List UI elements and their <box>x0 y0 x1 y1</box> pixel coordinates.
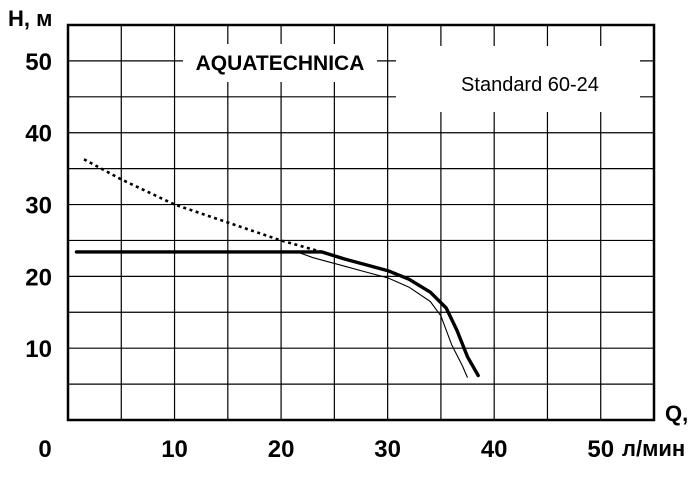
tick-labels: 10 20 30 40 50 0 10 20 30 40 50 <box>25 49 614 463</box>
x-axis-unit: л/мин <box>622 436 685 461</box>
x-axis-label: Q, <box>665 401 688 426</box>
x-tick-label: 0 <box>38 436 51 463</box>
grid <box>68 25 654 420</box>
y-tick-label: 50 <box>25 49 52 76</box>
x-tick-label: 50 <box>587 436 614 463</box>
title-box <box>183 44 377 82</box>
y-tick-label: 30 <box>25 193 52 220</box>
y-tick-label: 40 <box>25 121 52 148</box>
y-axis-label: Н, м <box>8 6 52 31</box>
axes <box>66 23 656 422</box>
plot-frame <box>66 23 656 422</box>
x-tick-label: 30 <box>374 436 401 463</box>
y-tick-label: 10 <box>25 336 52 363</box>
series-line-dotted <box>83 158 322 254</box>
x-tick-label: 20 <box>268 436 295 463</box>
y-tick-label: 20 <box>25 264 52 291</box>
x-tick-label: 10 <box>161 436 188 463</box>
x-tick-label: 40 <box>481 436 508 463</box>
series-layer <box>74 158 480 378</box>
series-line-thin <box>296 251 469 378</box>
model-box <box>396 46 640 112</box>
model-name: Standard 60-24 <box>461 74 599 96</box>
series-line-thick <box>74 250 480 378</box>
chart-title: AQUATECHNICA <box>196 52 365 75</box>
